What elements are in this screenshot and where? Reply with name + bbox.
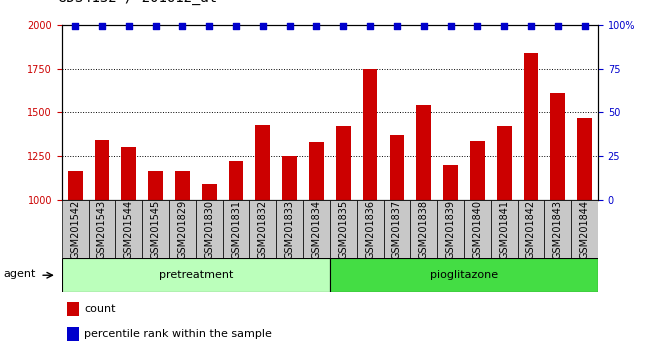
- Bar: [250, 200, 276, 258]
- Point: [231, 23, 241, 28]
- Bar: [524, 53, 538, 200]
- Point: [204, 23, 214, 28]
- Bar: [303, 200, 330, 258]
- Bar: [497, 126, 512, 200]
- Bar: [389, 135, 404, 200]
- Bar: [384, 200, 410, 258]
- Text: GSM201543: GSM201543: [97, 200, 107, 259]
- Bar: [116, 200, 142, 258]
- Bar: [169, 200, 196, 258]
- Bar: [255, 125, 270, 200]
- Bar: [410, 200, 437, 258]
- Bar: [470, 141, 485, 200]
- Text: GSM201844: GSM201844: [580, 200, 590, 259]
- Bar: [571, 200, 598, 258]
- Bar: [196, 200, 222, 258]
- Text: agent: agent: [3, 269, 36, 279]
- Text: GSM201840: GSM201840: [473, 200, 482, 259]
- Bar: [282, 156, 297, 200]
- Bar: [437, 200, 464, 258]
- Bar: [443, 165, 458, 200]
- Point: [150, 23, 161, 28]
- Point: [445, 23, 456, 28]
- Bar: [276, 200, 303, 258]
- Text: GDS4132 / 201612_at: GDS4132 / 201612_at: [58, 0, 218, 5]
- Text: GSM201834: GSM201834: [311, 200, 322, 259]
- Bar: [222, 200, 250, 258]
- Bar: [68, 171, 83, 200]
- Text: GSM201542: GSM201542: [70, 200, 80, 259]
- Bar: [142, 200, 169, 258]
- Point: [124, 23, 134, 28]
- Text: GSM201841: GSM201841: [499, 200, 509, 259]
- Text: GSM201838: GSM201838: [419, 200, 429, 259]
- Bar: [517, 200, 545, 258]
- Text: percentile rank within the sample: percentile rank within the sample: [84, 329, 272, 339]
- Bar: [88, 200, 116, 258]
- Bar: [336, 126, 350, 200]
- Point: [579, 23, 590, 28]
- Text: GSM201835: GSM201835: [338, 200, 348, 259]
- Point: [70, 23, 81, 28]
- Bar: [577, 118, 592, 200]
- Point: [499, 23, 510, 28]
- Text: GSM201544: GSM201544: [124, 200, 134, 259]
- Bar: [363, 69, 378, 200]
- Text: GSM201837: GSM201837: [392, 200, 402, 259]
- Bar: [175, 171, 190, 200]
- Text: GSM201843: GSM201843: [552, 200, 563, 259]
- Point: [419, 23, 429, 28]
- Bar: [357, 200, 384, 258]
- Bar: [95, 141, 109, 200]
- Bar: [417, 105, 431, 200]
- Point: [311, 23, 322, 28]
- Text: pioglitazone: pioglitazone: [430, 270, 498, 280]
- Text: GSM201545: GSM201545: [151, 200, 161, 259]
- Point: [97, 23, 107, 28]
- Bar: [229, 161, 243, 200]
- Point: [177, 23, 188, 28]
- Point: [392, 23, 402, 28]
- Text: GSM201839: GSM201839: [445, 200, 456, 259]
- Text: GSM201829: GSM201829: [177, 200, 187, 259]
- Bar: [330, 200, 357, 258]
- Bar: [122, 147, 136, 200]
- Bar: [202, 184, 216, 200]
- Text: count: count: [84, 304, 116, 314]
- Text: GSM201836: GSM201836: [365, 200, 375, 259]
- Bar: [67, 302, 79, 316]
- Bar: [551, 93, 565, 200]
- Text: GSM201842: GSM201842: [526, 200, 536, 259]
- Bar: [464, 200, 491, 258]
- Bar: [545, 200, 571, 258]
- Point: [526, 23, 536, 28]
- Bar: [62, 200, 88, 258]
- Point: [338, 23, 348, 28]
- Bar: [62, 258, 330, 292]
- Text: GSM201830: GSM201830: [204, 200, 214, 259]
- Text: GSM201832: GSM201832: [258, 200, 268, 259]
- Bar: [309, 142, 324, 200]
- Point: [257, 23, 268, 28]
- Point: [552, 23, 563, 28]
- Bar: [491, 200, 517, 258]
- Point: [365, 23, 375, 28]
- Bar: [330, 258, 598, 292]
- Text: GSM201831: GSM201831: [231, 200, 241, 259]
- Bar: [148, 171, 163, 200]
- Text: GSM201833: GSM201833: [285, 200, 294, 259]
- Point: [472, 23, 482, 28]
- Text: pretreatment: pretreatment: [159, 270, 233, 280]
- Point: [285, 23, 295, 28]
- Bar: [67, 327, 79, 341]
